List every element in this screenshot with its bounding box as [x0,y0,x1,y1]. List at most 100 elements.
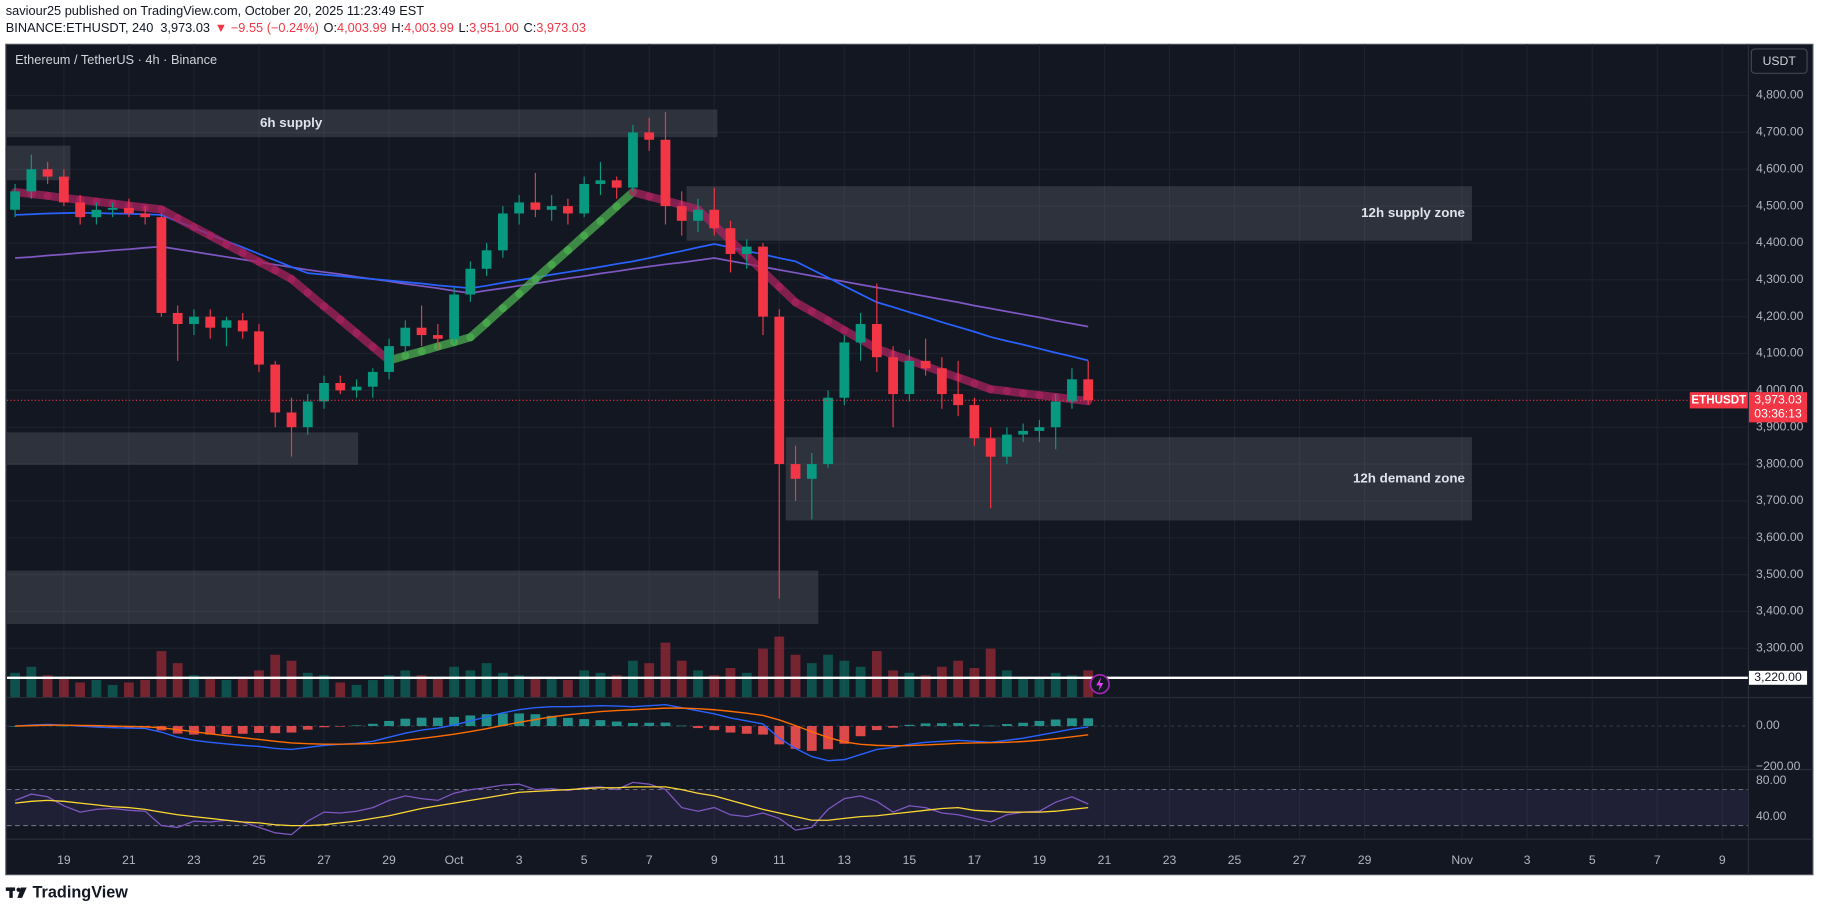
candle-body [985,438,996,457]
histogram-bar [644,722,655,727]
histogram-bar [1067,718,1077,727]
volume-bar [936,666,947,697]
candle-body [953,394,964,406]
volume-bar [302,672,313,697]
zone [6,570,819,625]
candle-body [563,206,573,214]
volume-bar [205,678,216,697]
volume-bar [871,651,882,697]
candle-body [75,202,86,218]
candle-body [1050,401,1061,428]
volume-bar [806,663,817,697]
ohlc-value: 4,003.99 [337,21,387,36]
y-tick-label: 3,900.00 [1756,419,1804,433]
candle-body [42,169,53,177]
volume-bar [546,678,557,697]
candle-body [172,312,183,325]
symbol-tag [1689,392,1748,409]
histogram-bar [546,715,557,727]
x-tick-label: 7 [646,853,653,867]
candle-body [823,397,833,465]
y-tick-label: 4,100.00 [1756,346,1804,360]
volume-bar [1034,678,1045,697]
y-tick-label: 4,300.00 [1756,272,1804,286]
volume-bar [1050,672,1061,697]
histogram-bar [595,720,606,727]
x-tick-label: 9 [1719,853,1726,867]
candle-body [628,132,638,188]
logo-mark [5,887,27,898]
currency-button[interactable] [1750,48,1808,74]
histogram-bar [497,713,508,727]
candle-body [205,316,216,328]
zone [6,145,71,181]
y-tick-label: 3,700.00 [1756,493,1804,507]
footer-logo: TradingView [33,884,129,902]
zone [6,432,359,465]
candle-body [1018,430,1029,435]
candle-body [790,464,801,479]
zone [785,437,1472,521]
volume-bar [10,672,20,697]
candle-body [644,132,655,140]
candle-body [1067,379,1077,402]
x-tick-label: Nov [1451,853,1474,867]
candle-body [124,207,134,214]
y-tick-label: 3,300.00 [1756,641,1804,655]
volume-bar [888,670,898,697]
candle-body [758,246,768,317]
volume-bar [611,675,622,697]
volume-bar [774,636,785,697]
volume-bar [254,670,264,697]
candle-body [888,357,898,395]
histogram-bar [481,714,492,727]
x-tick-label: 13 [838,853,852,867]
volume-bar [741,672,752,697]
candle-body [530,202,541,210]
x-tick-label: 5 [1589,853,1596,867]
histogram-bar [302,726,313,730]
histogram-bar [741,726,752,734]
x-tick-label: Oct [445,853,465,867]
x-tick-label: 21 [122,853,136,867]
volume-bar [1018,677,1029,697]
candle-body [579,183,590,214]
candle-body [10,191,20,210]
histogram-bar [189,726,199,735]
candle-body [871,324,882,358]
volume-bar [725,667,736,697]
ohlc-value: 4,003.99 [404,21,454,36]
hline-tag-label: 3,220.00 [1754,670,1802,684]
candle-body [465,268,476,295]
volume-bar [75,682,86,697]
x-tick-label: 15 [903,853,917,867]
y-tick-label: 3,500.00 [1756,567,1804,581]
x-tick-label: 17 [968,853,982,867]
candle-body [546,206,557,210]
histogram-bar [758,726,768,735]
volume-bar [140,680,151,697]
volume-bar [497,672,508,697]
x-tick-label: 25 [252,853,266,867]
volume-bar [969,667,980,697]
x-tick-label: 3 [516,853,523,867]
candle-body [969,405,980,439]
y-tick-label: 3,800.00 [1756,456,1804,470]
candle-body [936,368,947,395]
histogram-bar [611,721,622,727]
histogram-bar [969,724,980,727]
volume-bar [790,654,801,697]
candle-body [286,412,297,428]
chart-layer: saviour25 published on TradingView.com, … [6,3,1808,867]
histogram-bar [384,720,394,727]
histogram-bar [936,723,947,727]
symbol: BINANCE:ETHUSDT, 240 [6,21,154,36]
volume-bar [514,675,525,697]
volume-bar [270,654,281,697]
price-tag-label: 3,973.03 [1754,393,1802,407]
volume-bar [237,677,248,697]
candle-body [107,207,118,210]
volume-bar [189,675,199,697]
volume-bar [26,666,37,697]
candle-body [611,180,622,188]
